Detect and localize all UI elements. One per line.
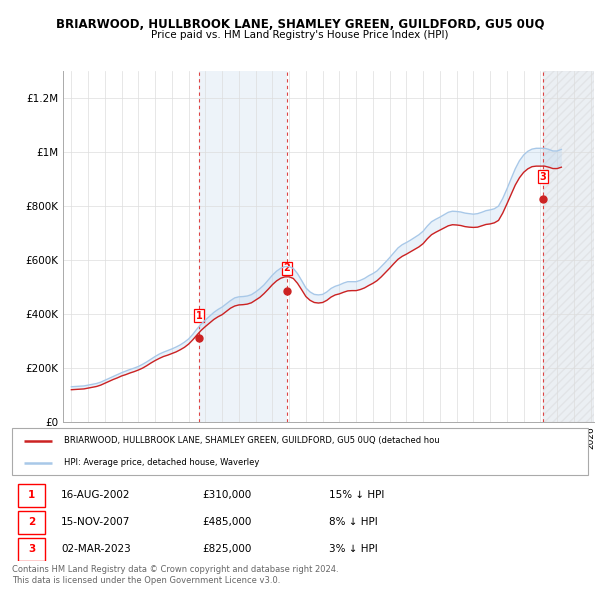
Text: 16-AUG-2002: 16-AUG-2002 <box>61 490 130 500</box>
Text: 1: 1 <box>196 310 202 320</box>
Text: BRIARWOOD, HULLBROOK LANE, SHAMLEY GREEN, GUILDFORD, GU5 0UQ (detached hou: BRIARWOOD, HULLBROOK LANE, SHAMLEY GREEN… <box>64 437 439 445</box>
FancyBboxPatch shape <box>18 537 46 560</box>
FancyBboxPatch shape <box>18 484 46 507</box>
Text: 15% ↓ HPI: 15% ↓ HPI <box>329 490 384 500</box>
Text: HPI: Average price, detached house, Waverley: HPI: Average price, detached house, Wave… <box>64 458 259 467</box>
Text: 2: 2 <box>284 263 290 273</box>
Text: This data is licensed under the Open Government Licence v3.0.: This data is licensed under the Open Gov… <box>12 576 280 585</box>
Text: 3% ↓ HPI: 3% ↓ HPI <box>329 544 377 554</box>
Bar <box>543 71 594 422</box>
Text: Contains HM Land Registry data © Crown copyright and database right 2024.: Contains HM Land Registry data © Crown c… <box>12 565 338 573</box>
Text: 2: 2 <box>28 517 35 527</box>
Text: 3: 3 <box>28 544 35 554</box>
Text: 3: 3 <box>540 172 547 182</box>
Text: £485,000: £485,000 <box>202 517 251 527</box>
FancyBboxPatch shape <box>12 428 588 475</box>
Text: 8% ↓ HPI: 8% ↓ HPI <box>329 517 377 527</box>
Text: £825,000: £825,000 <box>202 544 251 554</box>
Text: 15-NOV-2007: 15-NOV-2007 <box>61 517 130 527</box>
Bar <box>199 71 287 422</box>
FancyBboxPatch shape <box>18 511 46 533</box>
Bar <box>543 71 594 422</box>
Text: BRIARWOOD, HULLBROOK LANE, SHAMLEY GREEN, GUILDFORD, GU5 0UQ: BRIARWOOD, HULLBROOK LANE, SHAMLEY GREEN… <box>56 18 544 31</box>
Text: 02-MAR-2023: 02-MAR-2023 <box>61 544 131 554</box>
Text: 1: 1 <box>28 490 35 500</box>
Text: Price paid vs. HM Land Registry's House Price Index (HPI): Price paid vs. HM Land Registry's House … <box>151 30 449 40</box>
Text: £310,000: £310,000 <box>202 490 251 500</box>
